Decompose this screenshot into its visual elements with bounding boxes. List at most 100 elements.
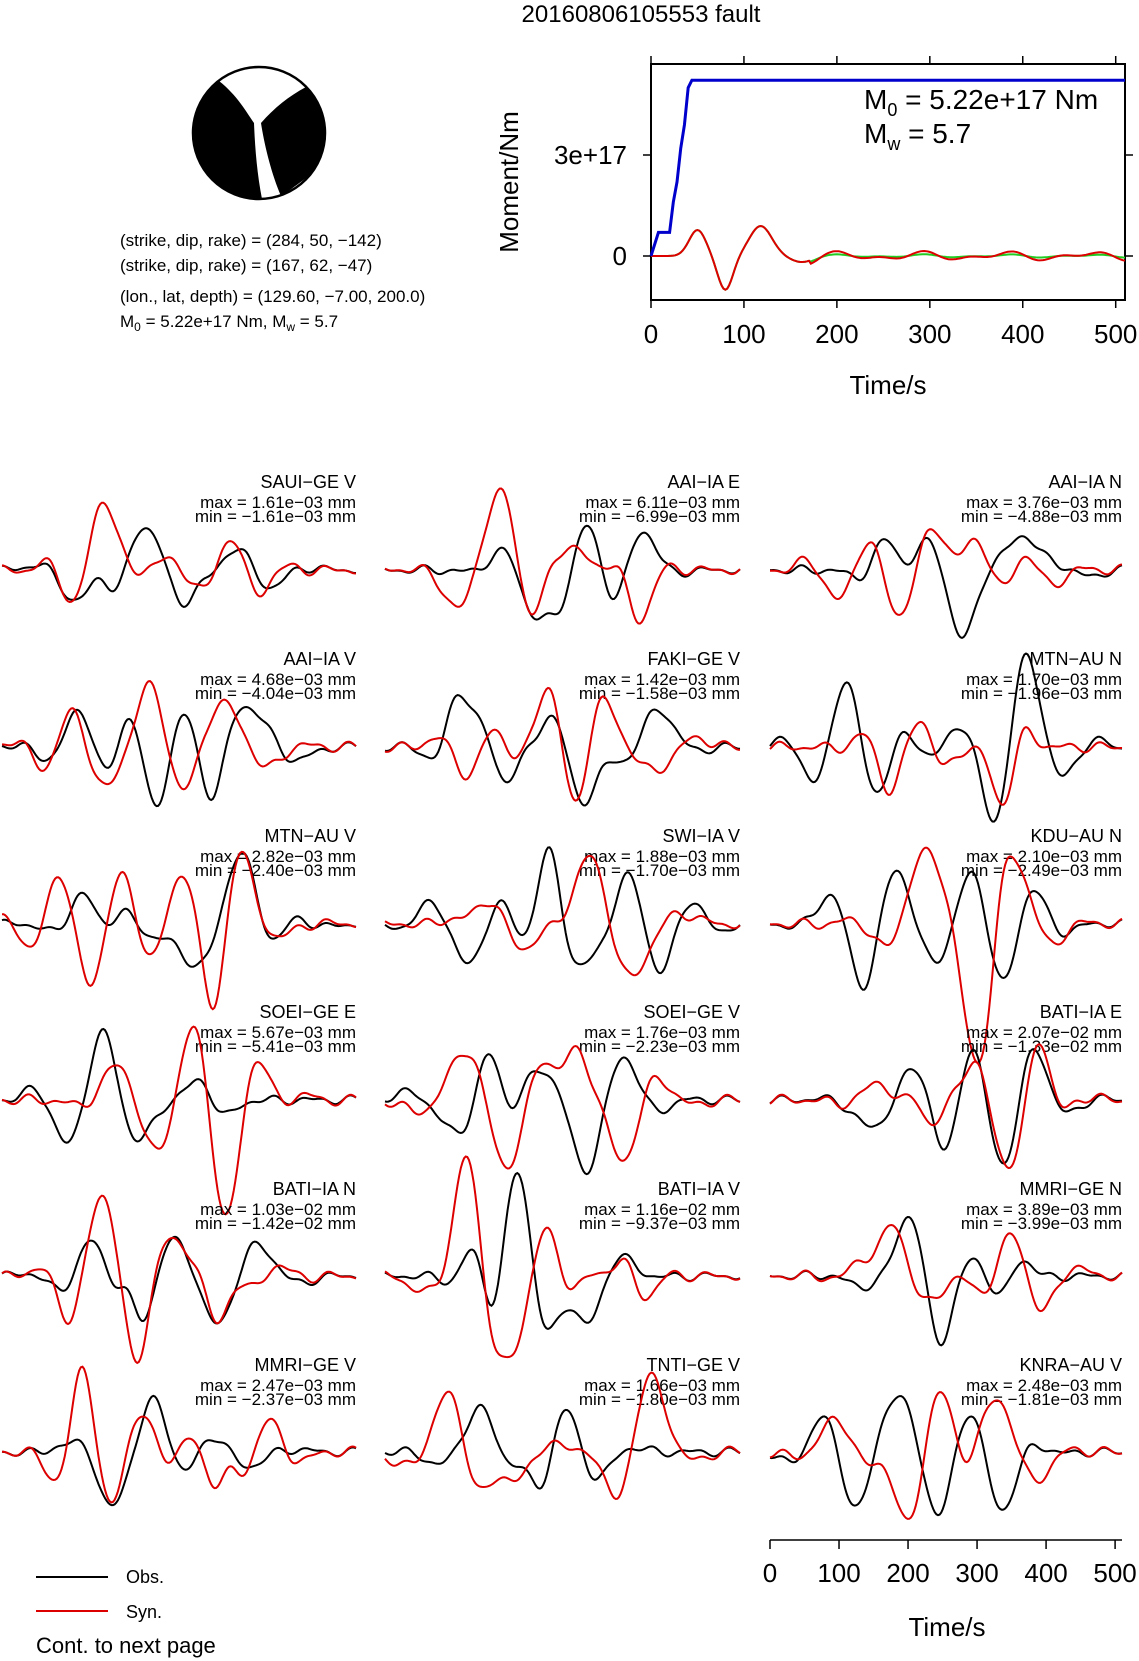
observed-trace-line <box>384 694 741 807</box>
observed-trace-line <box>770 535 1123 639</box>
synthetic-trace-line <box>2 850 357 1011</box>
moment-x-tick-label: 400 <box>1001 319 1044 349</box>
moment-annotation-m0: M0 = 5.22e+17 Nm <box>864 84 1098 120</box>
moment-axes: 0 100 200 300 400 500 0 3e+17 <box>554 56 1137 349</box>
moment-x-tick-label: 500 <box>1094 319 1137 349</box>
mw-subscript: w <box>285 320 295 334</box>
beachball-compression-quadrant-left <box>192 81 262 200</box>
trace-max-label: max = 4.68e−03 mm <box>200 670 356 689</box>
observed-trace-line <box>1 1394 357 1507</box>
trace-max-label: max = 2.82e−03 mm <box>200 847 356 866</box>
trace-min-label: min = −1.42e−02 mm <box>195 1214 356 1233</box>
trace-min-label: min = −9.37e−03 mm <box>579 1214 740 1233</box>
observed-trace-line <box>1 705 357 808</box>
trace-min-label: min = −1.58e−03 mm <box>579 684 740 703</box>
trace-max-label: max = 1.61e−03 mm <box>200 493 356 512</box>
station-label: SOEI−GE V <box>643 1002 740 1022</box>
observed-trace-line <box>384 524 741 621</box>
trace-max-label: max = 5.67e−03 mm <box>200 1023 356 1042</box>
beachball-compression-quadrant-right <box>261 87 325 196</box>
synthetic-trace-line <box>769 1391 1123 1520</box>
mw-value: = 5.7 <box>295 312 338 331</box>
trace-min-label: min = −1.80e−03 mm <box>579 1390 740 1409</box>
moment-plot-frame <box>650 63 1126 301</box>
moment-annotation-mw: Mw = 5.7 <box>864 118 971 154</box>
moment-mw-sub: w <box>886 134 901 154</box>
figure-title: 20160806105553 fault <box>522 1 761 28</box>
trace-min-label: min = −2.37e−03 mm <box>195 1390 356 1409</box>
synthetic-trace-line <box>1 1194 357 1365</box>
observed-trace-line <box>384 846 741 975</box>
moment-x-axis-label: Time/s <box>849 370 926 400</box>
trace-max-label: max = 3.89e−03 mm <box>966 1200 1122 1219</box>
trace-max-label: max = 1.70e−03 mm <box>966 670 1122 689</box>
mechanism-line-2: (strike, dip, rake) = (167, 62, −47) <box>120 256 372 275</box>
station-label: KDU−AU N <box>1030 826 1122 846</box>
synthetic-trace-line <box>384 1371 741 1501</box>
mechanism-line-3: (lon., lat, depth) = (129.60, −7.00, 200… <box>120 287 425 306</box>
waveform-x-tick-label: 100 <box>817 1558 860 1588</box>
synthetic-trace-line <box>769 720 1122 806</box>
mechanism-line-1: (strike, dip, rake) = (284, 50, −142) <box>120 231 382 250</box>
m0-prefix: M <box>120 312 134 331</box>
trace-min-label: min = −2.40e−03 mm <box>195 861 356 880</box>
station-label: AAI−IA V <box>283 649 356 669</box>
moment-x-tick-label: 0 <box>644 319 658 349</box>
station-label: MMRI−GE N <box>1019 1179 1122 1199</box>
synthetic-trace-line <box>1 1025 357 1216</box>
trace-min-label: min = −5.41e−03 mm <box>195 1037 356 1056</box>
station-label: BATI−IA N <box>273 1179 356 1199</box>
trace-min-label: min = −6.99e−03 mm <box>579 507 740 526</box>
station-label: FAKI−GE V <box>647 649 740 669</box>
moment-m0-sub: 0 <box>887 100 897 120</box>
legend-observed-label: Obs. <box>126 1567 164 1587</box>
station-label: SWI−IA V <box>662 826 740 846</box>
trace-max-label: max = 1.76e−03 mm <box>584 1023 740 1042</box>
synthetic-trace-line <box>384 487 741 625</box>
station-label: TNTI−GE V <box>646 1355 740 1375</box>
station-label: AAI−IA E <box>667 472 740 492</box>
station-label: KNRA−AU V <box>1019 1355 1122 1375</box>
observed-trace-line <box>1 851 357 968</box>
legend: Obs. Syn. <box>36 1567 164 1622</box>
synthetic-trace-line <box>769 1223 1123 1313</box>
moment-m0-value: = 5.22e+17 Nm <box>897 84 1098 115</box>
trace-min-label: min = −3.99e−03 mm <box>961 1214 1122 1233</box>
moment-m0-prefix: M <box>864 84 887 115</box>
synthetic-trace-line <box>769 846 1123 1065</box>
moment-y-tick-label: 3e+17 <box>554 140 627 170</box>
station-label: BATI−IA E <box>1040 1002 1122 1022</box>
trace-min-label: min = −4.88e−03 mm <box>961 507 1122 526</box>
station-label: SOEI−GE E <box>259 1002 356 1022</box>
waveform-x-axis-label: Time/s <box>908 1612 985 1642</box>
trace-min-label: min = −4.04e−03 mm <box>195 684 356 703</box>
trace-max-label: max = 1.03e−02 mm <box>200 1200 356 1219</box>
trace-max-label: max = 1.66e−03 mm <box>584 1376 740 1395</box>
trace-max-label: max = 2.47e−03 mm <box>200 1376 356 1395</box>
synthetic-trace-line <box>384 1044 741 1170</box>
trace-min-label: min = −1.70e−03 mm <box>579 861 740 880</box>
synthetic-trace-line <box>1 501 357 604</box>
observed-trace-line <box>769 1395 1123 1517</box>
trace-max-label: max = 1.88e−03 mm <box>584 847 740 866</box>
station-label: SAUI−GE V <box>260 472 356 492</box>
synthetic-trace-line <box>1 1365 357 1504</box>
trace-max-label: max = 6.11e−03 mm <box>585 493 740 512</box>
waveform-x-tick-label: 200 <box>886 1558 929 1588</box>
moment-x-tick-label: 100 <box>722 319 765 349</box>
moment-y-tick-label: 0 <box>613 241 627 271</box>
waveform-x-tick-label: 500 <box>1093 1558 1136 1588</box>
trace-min-label: min = −1.96e−03 mm <box>961 684 1122 703</box>
station-label: BATI−IA V <box>658 1179 740 1199</box>
synthetic-trace-line <box>384 1155 741 1359</box>
